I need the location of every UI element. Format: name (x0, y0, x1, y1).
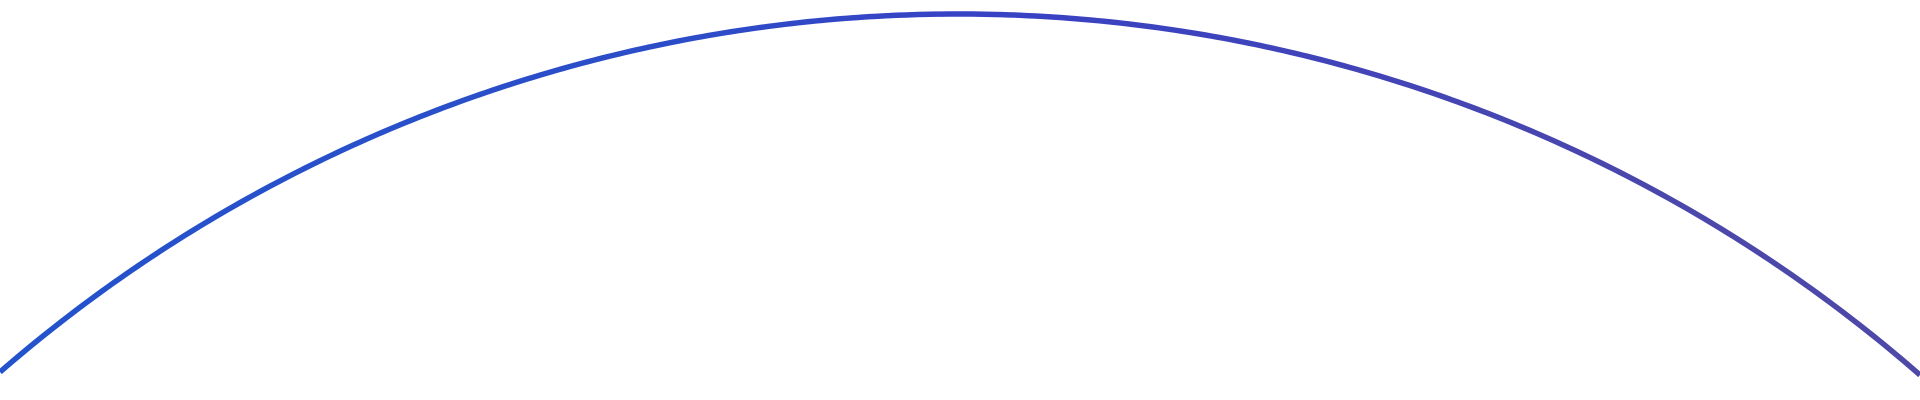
arc-curve (0, 11, 1920, 378)
